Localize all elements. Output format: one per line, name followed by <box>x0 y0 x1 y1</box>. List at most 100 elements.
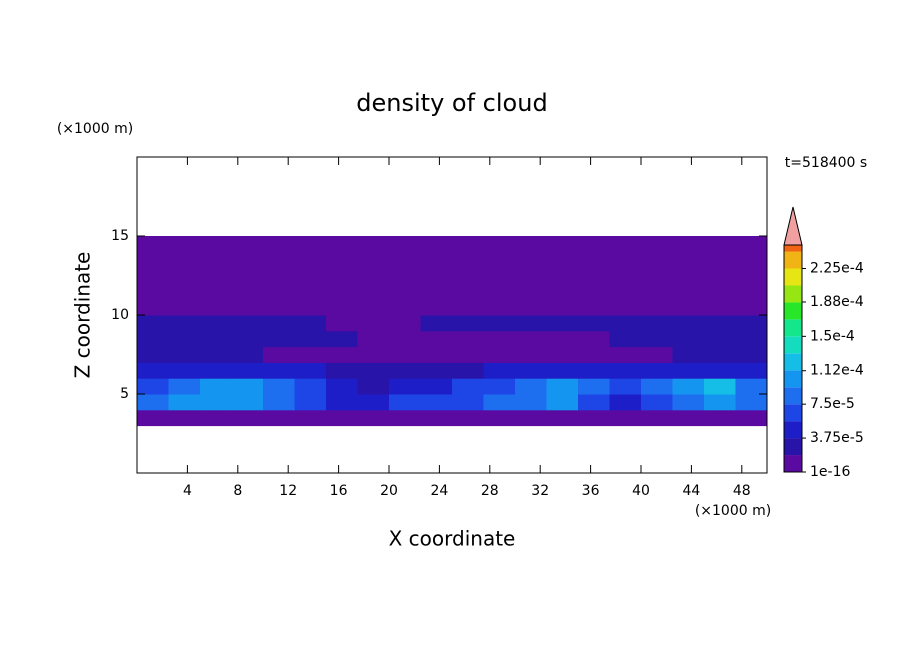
contour-cell <box>263 251 295 269</box>
contour-cell <box>389 267 421 284</box>
contour-cell <box>515 378 547 395</box>
contour-cell <box>357 315 390 332</box>
contour-cell <box>515 362 547 379</box>
contour-cell <box>420 409 453 427</box>
contour-cell <box>672 378 705 395</box>
contour-cell <box>357 378 390 395</box>
contour-cell <box>389 251 421 269</box>
contour-cell <box>326 251 358 269</box>
contour-cell <box>735 315 768 332</box>
contour-cell <box>389 378 421 395</box>
contour-cell <box>357 251 390 269</box>
contour-cell <box>137 394 169 411</box>
contour-cell <box>137 236 169 253</box>
contour-cell <box>452 394 484 411</box>
contour-cell <box>704 409 736 427</box>
contour-cell <box>546 409 579 427</box>
contour-cell <box>641 330 673 348</box>
contour-cell <box>578 267 610 284</box>
colorbar-box <box>784 285 802 303</box>
contour-cell <box>704 362 736 379</box>
contour-cell <box>515 283 547 300</box>
contour-cell <box>389 236 421 253</box>
contour-cell <box>704 267 736 284</box>
y-tick-label: 10 <box>111 307 129 323</box>
contour-cell <box>609 299 642 316</box>
contour-cell <box>515 236 547 253</box>
x-tick-label: 44 <box>682 483 700 499</box>
contour-cell <box>515 267 547 284</box>
contour-cell <box>641 409 673 427</box>
x-unit: (×1000 m) <box>695 503 771 519</box>
colorbar-tick-label: 2.25e-4 <box>810 261 864 277</box>
contour-cell <box>672 251 705 269</box>
colorbar-tick-label: 1.12e-4 <box>810 363 864 379</box>
colorbar-tick-label: 7.5e-5 <box>810 396 855 412</box>
colorbar-box <box>784 438 802 456</box>
contour-cell <box>672 346 705 363</box>
contour-cell <box>546 251 579 269</box>
contour-cell <box>546 330 579 348</box>
contour-cell <box>263 346 295 363</box>
contour-cell <box>483 409 516 427</box>
contour-cell <box>389 362 421 379</box>
contour-cell <box>546 283 579 300</box>
contour-cell <box>641 346 673 363</box>
y-unit: (×1000 m) <box>57 121 133 137</box>
contour-cell <box>263 267 295 284</box>
contour-cell <box>578 251 610 269</box>
contour-cell <box>357 409 390 427</box>
contour-cell <box>735 409 768 427</box>
contour-cell <box>452 267 484 284</box>
contour-cell <box>357 267 390 284</box>
contour-cell <box>231 283 264 300</box>
contour-cell <box>641 251 673 269</box>
contour-cell <box>137 315 169 332</box>
contour-cell <box>452 378 484 395</box>
contour-cell <box>609 346 642 363</box>
x-tick-label: 40 <box>632 483 650 499</box>
contour-cell <box>168 267 201 284</box>
contour-cell <box>735 283 768 300</box>
x-tick-label: 28 <box>481 483 499 499</box>
contour-cell <box>735 394 768 411</box>
contour-cell <box>641 378 673 395</box>
contour-cell <box>168 378 201 395</box>
contour-cell <box>231 267 264 284</box>
contour-cell <box>137 378 169 395</box>
contour-cell <box>672 409 705 427</box>
contour-cell <box>735 251 768 269</box>
colorbar-box <box>784 353 802 371</box>
contour-cell <box>137 267 169 284</box>
contour-cell <box>294 283 327 300</box>
contour-cell <box>609 267 642 284</box>
contour-cell <box>263 409 295 427</box>
contour-cell <box>326 283 358 300</box>
contour-cell <box>420 362 453 379</box>
contour-cell <box>420 394 453 411</box>
contour-cell <box>200 346 232 363</box>
colorbar-box <box>784 387 802 405</box>
contour-cell <box>546 236 579 253</box>
x-tick-label: 20 <box>380 483 398 499</box>
contour-cell <box>357 299 390 316</box>
contour-cell <box>546 362 579 379</box>
contour-cell <box>231 251 264 269</box>
contour-cell <box>515 251 547 269</box>
contour-cell <box>420 346 453 363</box>
contour-cell <box>515 409 547 427</box>
contour-cell <box>231 236 264 253</box>
contour-cell <box>326 315 358 332</box>
contour-cell <box>735 346 768 363</box>
contour-cell <box>609 283 642 300</box>
contour-cell <box>357 330 390 348</box>
x-tick-label: 4 <box>183 483 192 499</box>
contour-cell <box>389 315 421 332</box>
contour-cell <box>200 409 232 427</box>
contour-cell <box>294 394 327 411</box>
contour-cell <box>326 267 358 284</box>
contour-cell <box>168 346 201 363</box>
contour-cell <box>578 362 610 379</box>
contour-cell <box>609 394 642 411</box>
